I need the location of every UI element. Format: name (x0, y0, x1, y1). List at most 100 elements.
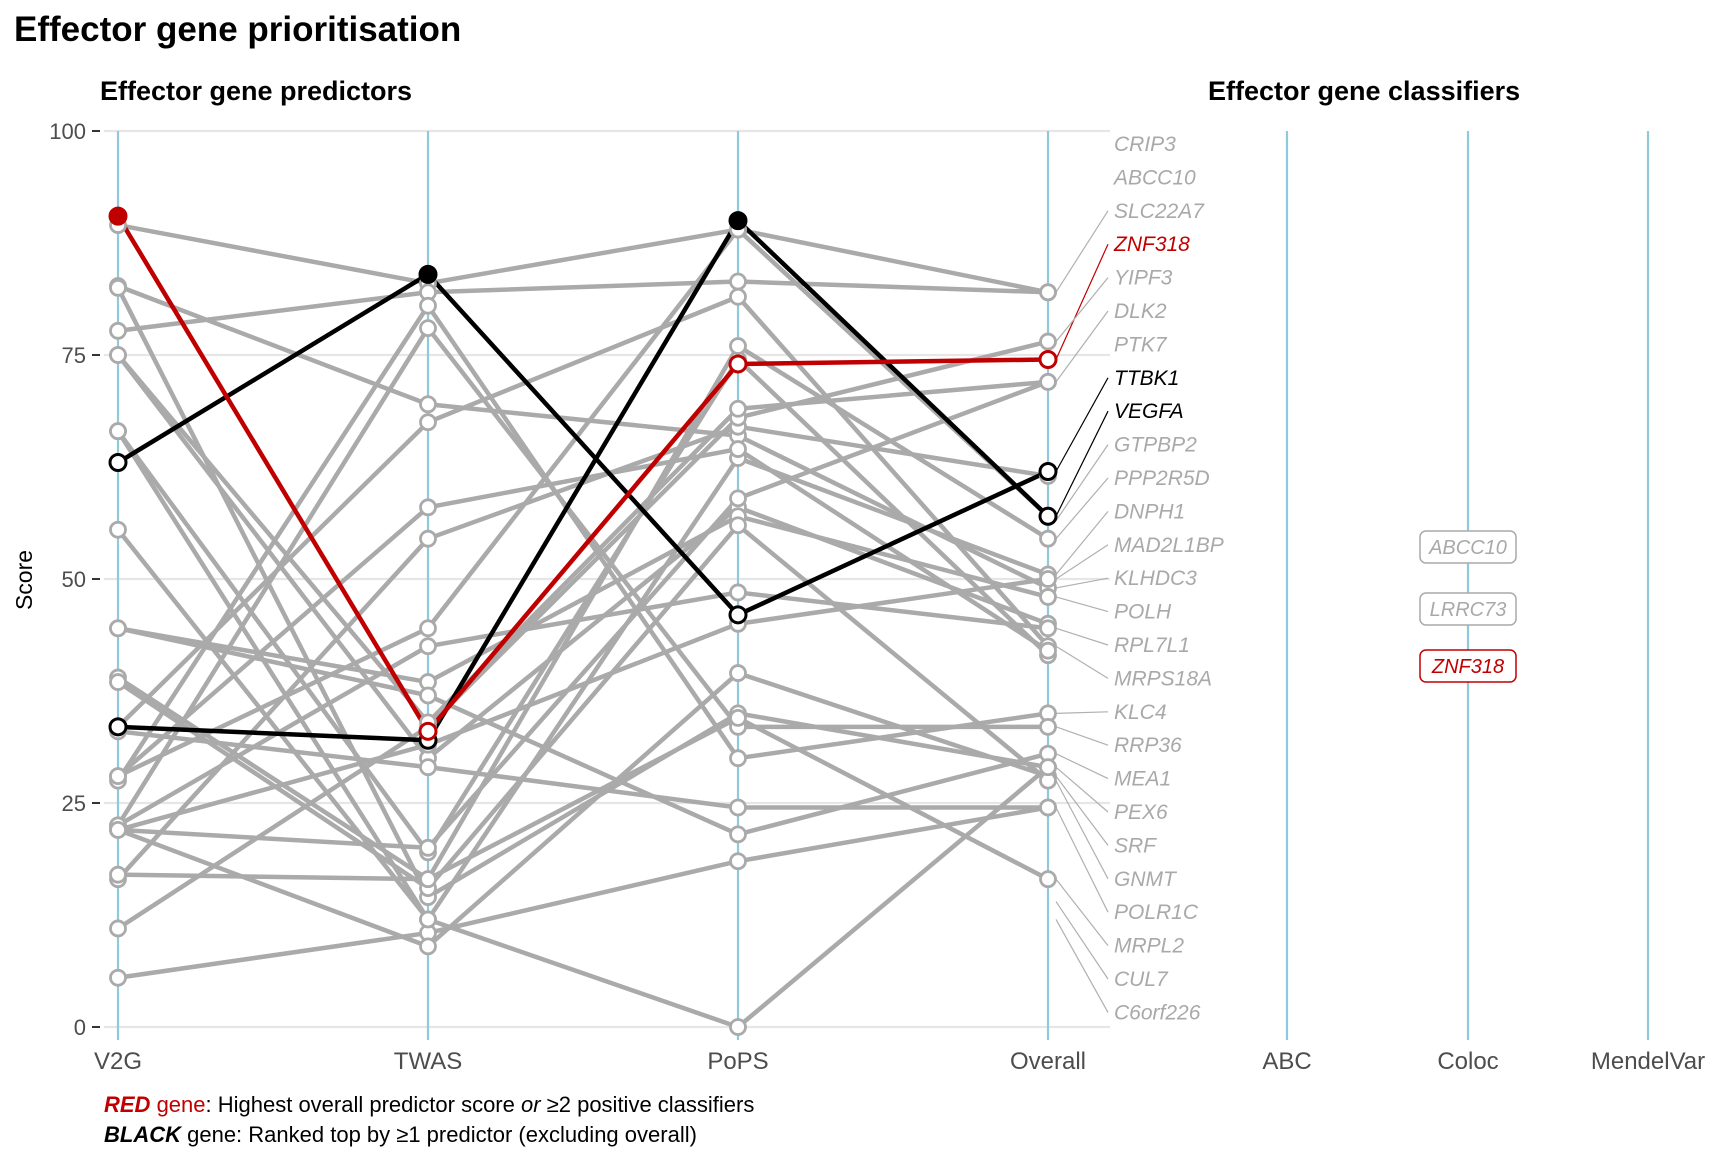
gene-label-yipf3: YIPF3 (1114, 267, 1173, 290)
grey-point-16-2 (729, 852, 747, 871)
black-0-line (116, 272, 1049, 618)
classifier-gene-boxes: ABCC10 LRRC73 ZNF318 (1419, 530, 1517, 683)
black-0-point-1 (418, 264, 438, 284)
classifier-box-abcc10 (1419, 530, 1517, 564)
red-0-point-1 (418, 721, 438, 741)
gene-label-mrpl2: MRPL2 (1114, 935, 1184, 958)
grey-gene-lines (115, 222, 1050, 1030)
grey-line-0 (117, 222, 1050, 518)
grey-point-19-1 (419, 758, 437, 777)
gene-label-abcc10: ABCC10 (1112, 166, 1196, 189)
footnote-red-text-b: ≥2 positive classifiers (541, 1092, 755, 1117)
gene-labels: CRIP3 ABCC10 SLC22A7 ZNF318 YIPF3 DLK2 PTK7 TTB… (1112, 133, 1224, 1024)
black-1-point-2 (728, 211, 748, 231)
grey-point-15-3 (1039, 332, 1057, 351)
gene-label-crip3: CRIP3 (1114, 133, 1176, 156)
grey-point-22-1 (419, 937, 437, 956)
black-0-point-2 (728, 605, 748, 625)
leader-mrpl2 (1055, 878, 1109, 946)
grey-point-13-3 (1039, 570, 1057, 588)
classifier-label-lrrc73: LRRC73 (1430, 599, 1507, 621)
grey-point-11-1 (419, 319, 437, 338)
x-label-overall: Overall (1010, 1048, 1086, 1075)
grey-point-12-1 (419, 838, 437, 857)
leader-ttbk1 (1055, 377, 1109, 472)
leader-slc22a7 (1055, 210, 1109, 293)
grey-point-25-0 (109, 422, 127, 441)
y-tick-label-75: 75 (62, 343, 86, 368)
leader-polh (1055, 596, 1109, 613)
grey-point-20-0 (109, 767, 127, 786)
gene-label-klhdc3: KLHDC3 (1114, 567, 1197, 590)
gene-label-ptk7: PTK7 (1114, 333, 1168, 356)
gene-points (108, 206, 1058, 1036)
grey-point-9-3 (1039, 283, 1057, 302)
grey-point-10-1 (419, 296, 437, 315)
grey-line-9 (117, 227, 1049, 779)
grey-line-26 (117, 715, 1050, 882)
grey-point-23-2 (729, 516, 747, 535)
grey-point-14-1 (419, 529, 437, 548)
grey-point-11-3 (1039, 717, 1057, 736)
grey-point-7-3 (1039, 529, 1057, 548)
leader-vegfa (1055, 410, 1109, 517)
grey-line-2 (117, 279, 1049, 334)
grey-point-25-2 (729, 1018, 747, 1036)
leader-ppp2r5d (1055, 477, 1109, 540)
grey-point-24-3 (1039, 372, 1057, 391)
grey-line-19 (117, 729, 1048, 810)
leader-srf (1055, 775, 1109, 846)
black-1-point-3 (1038, 506, 1058, 526)
grey-point-20-2 (729, 440, 747, 458)
gene-label-mea1: MEA1 (1114, 768, 1171, 791)
grey-point-26-1 (419, 870, 437, 889)
y-axis-label: Score (11, 550, 37, 610)
gene-label-klc4: KLC4 (1114, 701, 1167, 724)
footnote-red-or: or (521, 1092, 542, 1117)
grey-point-18-0 (109, 619, 127, 638)
red-0-point-3 (1038, 349, 1058, 369)
leader-gnmt (1055, 780, 1109, 880)
gene-label-mrps18a: MRPS18A (1114, 667, 1212, 690)
grey-point-21-3 (1039, 619, 1057, 638)
leader-rpl7l1 (1055, 627, 1109, 646)
y-tick-label-50: 50 (62, 567, 86, 592)
grey-point-20-3 (1039, 641, 1057, 660)
leader-polr1c (1055, 807, 1109, 913)
grey-line-15 (116, 339, 1049, 931)
grey-line-17 (115, 286, 1049, 900)
classifier-box-znf318 (1419, 649, 1517, 683)
leader-dnph1 (1055, 511, 1109, 575)
grey-point-19-2 (729, 798, 747, 817)
leader-klc4 (1055, 711, 1109, 714)
classifier-label-abcc10: ABCC10 (1428, 537, 1507, 559)
grey-point-8-2 (729, 287, 747, 306)
grey-point-15-0 (109, 919, 127, 938)
leader-cul7 (1055, 901, 1109, 980)
gene-label-polr1c: POLR1C (1114, 901, 1199, 924)
grey-point-26-2 (729, 708, 747, 727)
gene-label-mad2l1bp: MAD2L1BP (1114, 534, 1224, 557)
footnote-black-text: gene: Ranked top by ≥1 predictor (exclud… (181, 1122, 697, 1147)
gene-label-srf: SRF (1114, 834, 1157, 857)
grey-line-12 (117, 379, 1049, 851)
grey-line-16 (117, 805, 1049, 980)
grey-point-22-0 (109, 820, 127, 839)
gene-label-c6orf226: C6orf226 (1114, 1001, 1201, 1024)
classifier-box-lrrc73 (1419, 592, 1517, 626)
gene-label-cul7: CUL7 (1114, 968, 1169, 991)
grey-point-16-0 (109, 968, 127, 987)
grey-point-19-3 (1039, 798, 1057, 817)
red-0-point-2 (728, 354, 748, 374)
grey-point-18-1 (419, 686, 437, 705)
grey-point-6-3 (1039, 588, 1057, 606)
grey-point-26-3 (1039, 870, 1057, 889)
grey-point-17-0 (109, 278, 127, 297)
gene-label-pex6: PEX6 (1114, 801, 1168, 824)
grey-point-20-1 (419, 498, 437, 517)
gene-label-polh: POLH (1114, 601, 1172, 624)
gene-label-ttbk1: TTBK1 (1114, 367, 1179, 390)
label-leader-lines (1055, 210, 1109, 1013)
grey-point-26-0 (109, 865, 127, 884)
grey-line-3 (116, 353, 1049, 761)
